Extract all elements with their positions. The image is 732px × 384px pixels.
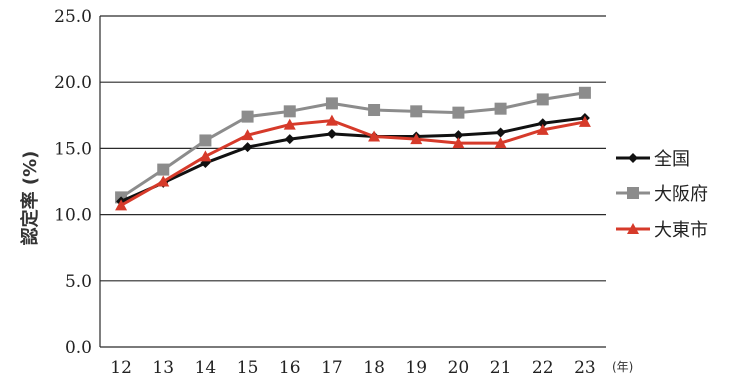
data-point	[283, 118, 296, 130]
x-tick-label: 19	[405, 358, 427, 378]
data-point	[410, 133, 423, 145]
legend-marker	[627, 187, 639, 199]
legend-marker	[628, 153, 638, 163]
y-tick-label: 20.0	[54, 73, 92, 93]
data-point	[494, 137, 507, 149]
x-tick-label: 12	[110, 358, 132, 378]
x-tick-label: 22	[532, 358, 554, 378]
y-tick-label: 15.0	[54, 139, 92, 159]
x-tick-labels: 12 13 14 15 16 17 18 19 20 21 22 23	[110, 358, 595, 378]
data-point	[325, 97, 338, 110]
x-tick-label: 14	[195, 358, 217, 378]
data-point	[536, 93, 549, 106]
data-point	[452, 106, 465, 119]
series-line	[120, 119, 586, 207]
data-point	[452, 137, 465, 149]
series-square	[115, 86, 591, 204]
data-point	[578, 86, 591, 99]
data-point	[410, 105, 423, 118]
series-lines	[115, 86, 591, 211]
x-tick-label: 23	[574, 358, 596, 378]
x-tick-label: 16	[279, 358, 301, 378]
x-tick-label: 17	[321, 358, 343, 378]
x-tick-label: 21	[490, 358, 512, 378]
legend-item: 大東市	[616, 220, 708, 241]
y-tick-labels: 0.0 5.0 10.0 15.0 20.0 25.0	[54, 7, 92, 358]
data-point	[241, 110, 254, 123]
series-triangle	[115, 114, 591, 211]
legend-item: 大阪府	[616, 184, 708, 205]
data-point	[199, 150, 212, 162]
data-point	[283, 105, 296, 118]
data-point	[453, 130, 464, 141]
data-point	[578, 115, 591, 127]
grid-lines	[100, 15, 606, 348]
data-point	[495, 127, 506, 138]
y-tick-label: 25.0	[54, 7, 92, 27]
data-point	[326, 128, 337, 139]
legend-item: 全国	[616, 149, 690, 170]
x-tick-label: 20	[448, 358, 470, 378]
x-tick-label: 18	[363, 358, 385, 378]
data-point	[115, 199, 128, 211]
data-point	[368, 130, 381, 142]
legend-label: 全国	[654, 149, 690, 170]
y-tick-label: 5.0	[65, 272, 92, 292]
x-axis-unit-label: (年)	[612, 360, 633, 374]
data-point	[242, 142, 253, 153]
series-line	[120, 116, 586, 203]
x-tick-label: 13	[152, 358, 174, 378]
data-point	[241, 129, 254, 141]
data-point	[537, 118, 548, 129]
legend-label: 大東市	[654, 220, 708, 241]
y-axis-label: 認定率 (%)	[19, 151, 41, 246]
data-point	[284, 134, 295, 145]
y-tick-label: 0.0	[65, 338, 92, 358]
data-point	[536, 123, 549, 135]
data-point	[157, 175, 170, 187]
y-tick-label: 10.0	[54, 206, 92, 226]
data-point	[199, 134, 212, 147]
data-point	[325, 114, 338, 126]
legend-label: 大阪府	[654, 184, 708, 205]
data-point	[494, 102, 507, 115]
data-point	[368, 104, 381, 117]
series-line	[120, 91, 586, 199]
x-tick-label: 15	[237, 358, 259, 378]
data-point	[157, 163, 170, 176]
legend-marker	[627, 223, 639, 234]
